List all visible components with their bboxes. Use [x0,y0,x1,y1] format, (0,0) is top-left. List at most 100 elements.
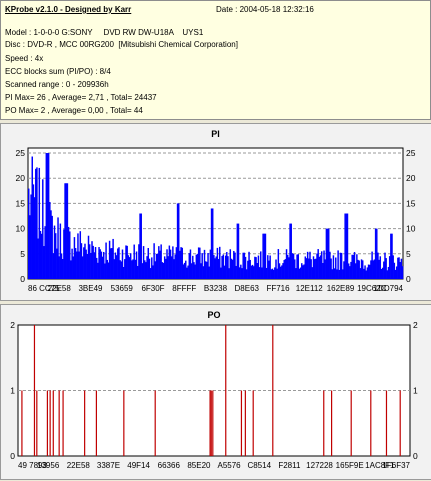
po-x-tick: A5576 [218,461,242,470]
pi-bar [159,250,161,279]
pi-bar [345,213,348,279]
pi-bar [69,231,71,279]
pi-bar [142,246,145,279]
pi-bar [339,252,342,279]
po-x-tick: 22E58 [67,461,91,470]
pi-x-tick: 22E58 [48,284,72,293]
pi-bar [284,259,287,279]
pi-bar [253,266,255,279]
pi-bar [331,269,333,279]
pi-bar [211,208,214,279]
pi-bar [291,253,294,279]
pi-bar [336,269,338,279]
pi-bar [373,259,376,279]
po-chart-title: PO [207,310,220,320]
pi-bar [306,251,309,279]
pi-bar [113,259,116,279]
pi-bar [108,240,111,279]
pi-bar [258,267,261,279]
pi-bar [179,250,181,279]
pi-bar [313,259,316,279]
pi-bar [207,253,209,279]
pi-bar [254,256,256,279]
pi-bar [263,233,266,279]
pi-y-tick-right: 5 [406,249,411,259]
po-x-tick: 49 7893 [18,461,47,470]
pi-bar [247,260,249,279]
pi-bar [112,238,114,279]
pi-bar [94,247,97,279]
pi-bar [376,228,378,279]
pi-bar [391,233,393,279]
pi-bar [173,259,175,279]
pi-bar [302,265,304,279]
pi-bar [397,257,399,279]
pi-bar [122,266,125,279]
pi-bar [189,249,192,279]
pi-bar [298,268,301,279]
pi-bar [106,259,108,279]
pi-bar [366,267,369,279]
pi-bar [136,265,139,279]
pi-bar [378,259,380,279]
pi-bar [139,213,141,279]
pi-bar [172,246,174,279]
pi-bar [255,257,257,279]
pi-bar [124,259,126,279]
pi-bar [129,253,132,279]
pi-bar [269,255,271,279]
pi-bar [93,252,96,279]
pi-bar [153,243,155,279]
pi-bar [80,243,83,279]
pi-bar [340,252,343,279]
pi-bar [105,242,107,279]
pi-bar [296,254,298,279]
pi-bar [167,256,169,279]
pi-bar [343,261,345,279]
pi-bar [240,264,242,279]
pi-bar [37,238,39,279]
pi-bar [260,251,262,279]
pi-bar [217,258,220,279]
pi-bar [119,260,121,279]
pi-bar [275,259,277,279]
po-x-tick: 127228 [306,461,333,470]
pi-bar [46,153,49,279]
pi-bar [162,262,165,279]
pi-bar [289,223,291,279]
pi-bar [400,258,403,279]
pi-x-tick: 19C62C [357,284,387,293]
pi-x-tick: 3BE49 [78,284,103,293]
pi-chart-panel: PI 0 0 5 5 10 10 15 15 20 20 25 25 86 CC75 22E58 3BE49 5… [0,123,431,301]
pi-bar [146,256,148,279]
pi-bar [312,256,315,279]
pi-bar [270,269,273,279]
pi-bar [45,153,48,279]
pi-x-tick: 53659 [111,284,134,293]
pi-bar [161,262,164,279]
pi-bar [107,262,110,279]
pi-bar [351,254,353,279]
pi-bar [88,244,91,279]
pi-bar [301,263,303,279]
pi-bar [390,233,392,279]
pi-bar [90,252,92,279]
pi-bar [145,262,147,279]
pi-bar [226,252,228,279]
pi-bar [335,257,337,279]
pi-bar [315,258,317,279]
po-y-tick-right: 0 [413,451,418,461]
pi-bar [78,251,80,279]
pi-bar [363,268,365,279]
pi-bar [357,259,359,279]
pi-y-tick-left: 0 [20,274,25,284]
pi-bar [44,226,46,279]
model-line: Model : 1-0-0-0 G:SONY DVD RW DW-U18A UY… [5,28,204,37]
po-x-tick: 165F9E [336,461,364,470]
pi-bar [221,255,223,279]
pi-bar [42,179,44,279]
pi-bar [59,223,62,279]
pi-bar [333,268,336,279]
pi-bar [369,264,371,279]
pi-bar [57,217,59,279]
